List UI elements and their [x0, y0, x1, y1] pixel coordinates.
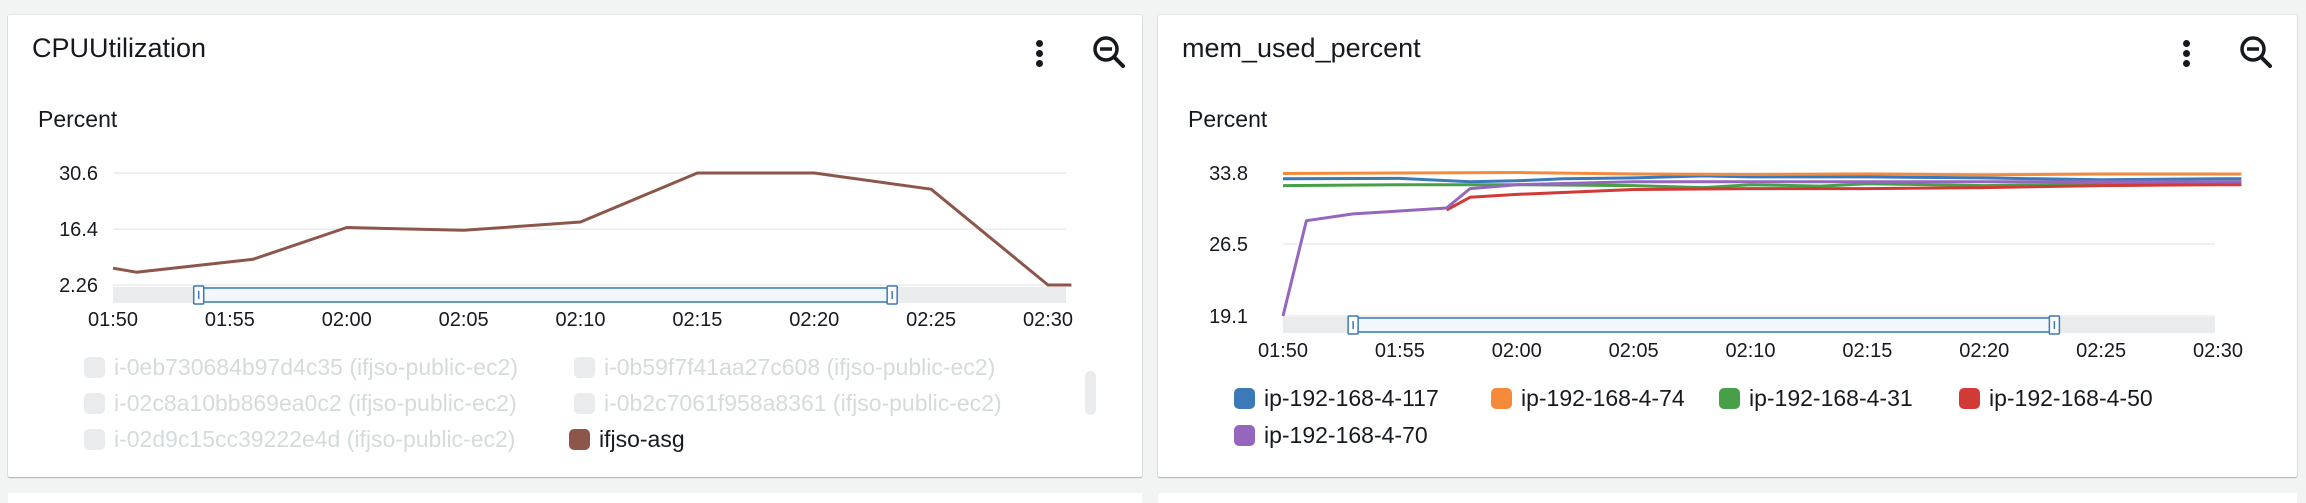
y-tick-label: 33.8	[1209, 163, 1248, 185]
x-tick-label: 02:00	[1492, 340, 1542, 362]
time-range-brush[interactable]	[197, 287, 893, 303]
legend-swatch	[1491, 388, 1512, 409]
legend-label: i-02d9c15cc39222e4d (ifjso-public-ec2)	[114, 426, 516, 452]
y-tick-label: 16.4	[59, 219, 98, 241]
x-tick-label: 02:05	[439, 309, 489, 331]
x-tick-label: 02:20	[789, 309, 839, 331]
y-tick-label: 30.6	[59, 163, 98, 185]
legend-swatch	[84, 393, 105, 414]
legend-item[interactable]: ip-192-168-4-74	[1491, 385, 1685, 412]
zoom-out-icon[interactable]	[2237, 33, 2275, 71]
legend-swatch	[1719, 388, 1740, 409]
legend-item[interactable]: i-02c8a10bb869ea0c2 (ifjso-public-ec2)	[84, 390, 517, 417]
legend-swatch	[84, 429, 105, 450]
y-tick-label: 2.26	[59, 275, 98, 297]
legend-swatch	[569, 429, 590, 450]
x-tick-label: 02:10	[1725, 340, 1775, 362]
mem-line-chart[interactable]: 19.1 26.5 33.8 01:50 01:55 02:00 02:05 02:10 02:…	[1158, 15, 2297, 385]
x-tick-label: 02:30	[1023, 309, 1073, 331]
x-tick-label: 01:50	[88, 309, 138, 331]
x-tick-label: 02:10	[555, 309, 605, 331]
legend-label: i-0b2c7061f958a8361 (ifjso-public-ec2)	[604, 390, 1002, 416]
legend-item[interactable]: i-0b59f7f41aa27c608 (ifjso-public-ec2)	[574, 354, 995, 381]
series-line-ifjso-asg[interactable]	[112, 171, 1072, 287]
legend-swatch	[574, 393, 595, 414]
widget-title: mem_used_percent	[1182, 33, 1421, 63]
mem-used-percent-widget: mem_used_percent Percent 19.1 26.5 33.8 01:…	[1158, 15, 2297, 477]
legend-item[interactable]: ip-192-168-4-50	[1959, 385, 2153, 412]
legend-swatch	[1959, 388, 1980, 409]
legend-item[interactable]: ifjso-asg	[569, 426, 685, 453]
legend-item[interactable]: i-0eb730684b97d4c35 (ifjso-public-ec2)	[84, 354, 518, 381]
vertical-ellipsis-icon[interactable]	[1030, 37, 1050, 69]
next-widget-edge	[1158, 493, 2297, 503]
legend-item[interactable]: ip-192-168-4-70	[1234, 422, 1428, 449]
legend-label: ifjso-asg	[599, 426, 685, 452]
legend-scrollbar[interactable]	[1085, 371, 1096, 415]
legend-label: ip-192-168-4-70	[1264, 422, 1428, 448]
series-line-ip-192-168-4-117[interactable]	[1282, 174, 2242, 184]
legend-label: i-0eb730684b97d4c35 (ifjso-public-ec2)	[114, 354, 519, 380]
x-tick-label: 02:25	[2076, 340, 2126, 362]
x-tick-label: 02:00	[322, 309, 372, 331]
series-line-ip-192-168-4-31[interactable]	[1282, 181, 2242, 190]
legend-label: ip-192-168-4-50	[1989, 385, 2153, 411]
time-range-brush[interactable]	[1352, 317, 2056, 333]
y-axis-unit-label: Percent	[38, 106, 118, 132]
series-line-ip-192-168-4-50[interactable]	[1445, 183, 2242, 212]
x-tick-label: 02:30	[2193, 340, 2243, 362]
legend-item[interactable]: i-02d9c15cc39222e4d (ifjso-public-ec2)	[84, 426, 515, 453]
legend-label: ip-192-168-4-117	[1264, 385, 1439, 411]
legend-label: i-0b59f7f41aa27c608 (ifjso-public-ec2)	[604, 354, 996, 380]
legend-swatch	[1234, 388, 1255, 409]
series-line-ip-192-168-4-70[interactable]	[1281, 180, 2242, 317]
legend-label: i-02c8a10bb869ea0c2 (ifjso-public-ec2)	[114, 390, 517, 416]
zoom-out-icon[interactable]	[1090, 33, 1128, 71]
next-widget-edge	[8, 493, 1142, 503]
legend-item[interactable]: ip-192-168-4-117	[1234, 385, 1439, 412]
legend-swatch	[84, 357, 105, 378]
series-line-ip-192-168-4-74[interactable]	[1282, 171, 2242, 177]
legend-label: ip-192-168-4-74	[1521, 385, 1685, 411]
x-tick-label: 01:55	[1375, 340, 1425, 362]
legend-label: ip-192-168-4-31	[1749, 385, 1913, 411]
cpu-line-chart[interactable]: 2.26 16.4 30.6 01:50 01:55 02:00 02:05 02:10 02:…	[8, 15, 1142, 335]
legend-swatch	[1234, 425, 1255, 446]
x-tick-label: 02:15	[1842, 340, 1892, 362]
legend-item[interactable]: i-0b2c7061f958a8361 (ifjso-public-ec2)	[574, 390, 1002, 417]
y-tick-label: 19.1	[1209, 306, 1248, 328]
x-tick-label: 01:50	[1258, 340, 1308, 362]
x-tick-label: 02:05	[1609, 340, 1659, 362]
x-tick-label: 02:15	[672, 309, 722, 331]
y-tick-label: 26.5	[1209, 234, 1248, 256]
x-tick-label: 02:25	[906, 309, 956, 331]
x-tick-label: 01:55	[205, 309, 255, 331]
cpu-utilization-widget: CPUUtilization Percent 2.26 16.4 30.6 01:50…	[8, 15, 1142, 477]
x-tick-label: 02:20	[1959, 340, 2009, 362]
widget-title: CPUUtilization	[32, 33, 207, 63]
y-axis-unit-label: Percent	[1188, 106, 1268, 132]
legend-swatch	[574, 357, 595, 378]
legend-item[interactable]: ip-192-168-4-31	[1719, 385, 1913, 412]
vertical-ellipsis-icon[interactable]	[2177, 37, 2197, 69]
